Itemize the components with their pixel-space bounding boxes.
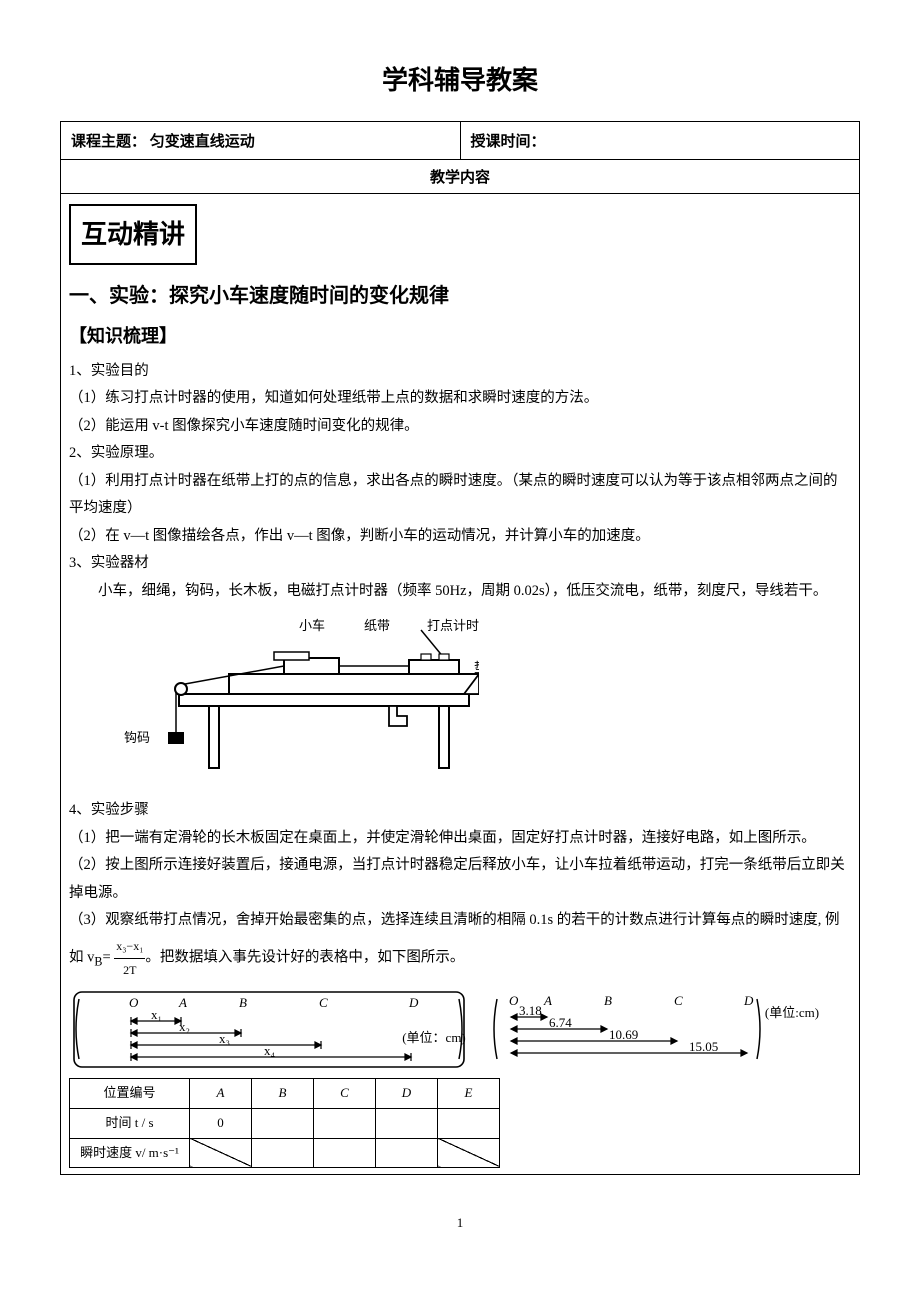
data-table-cell: [376, 1109, 438, 1139]
data-table-rowlabel: 时间 t / s: [70, 1109, 190, 1139]
p4-3: （3）观察纸带打点情况，舍掉开始最密集的点，选择连续且清晰的相隔 0.1s 的若…: [69, 907, 851, 981]
data-table-cell: E: [438, 1079, 500, 1109]
p3-text: 小车，细绳，钩码，长木板，电磁打点计时器（频率 50Hz，周期 0.02s），低…: [69, 578, 851, 606]
p3-label: 3、实验器材: [69, 550, 851, 578]
car-label: 小车: [299, 618, 325, 633]
knowledge-subtitle: 【知识梳理】: [69, 319, 851, 353]
hanging-weight: [168, 732, 184, 744]
svg-text:A: A: [178, 995, 187, 1010]
p1-label: 1、实验目的: [69, 358, 851, 386]
svg-text:6.74: 6.74: [549, 1015, 572, 1030]
svg-text:C: C: [674, 993, 683, 1008]
timer-label: 打点计时器: [427, 618, 479, 633]
content-cell: 互动精讲 一、实验：探究小车速度随时间的变化规律 【知识梳理】 1、实验目的 （…: [61, 194, 860, 1175]
p4-3d: 。把数据填入事先设计好的表格中，如下图所示。: [145, 949, 464, 965]
frac-den: 2T: [114, 959, 145, 982]
header-row: 课程主题： 匀变速直线运动 授课时间：: [61, 122, 860, 160]
fraction: x₃−x₁2T: [114, 935, 145, 982]
svg-text:O: O: [129, 995, 139, 1010]
svg-text:(单位：cm): (单位：cm): [402, 1030, 466, 1045]
table-leg-right: [439, 706, 449, 768]
svg-text:x₁: x₁: [151, 1007, 162, 1022]
pulley: [175, 683, 187, 695]
data-table-cell: [314, 1138, 376, 1168]
svg-text:10.69: 10.69: [609, 1027, 638, 1042]
apparatus-diagram: 小车 纸带 打点计时器 垫块: [69, 614, 851, 790]
svg-text:D: D: [408, 995, 419, 1010]
p4-1: （1）把一端有定滑轮的长木板固定在桌面上，并使定滑轮伸出桌面，固定好打点计时器，…: [69, 825, 851, 853]
svg-text:(单位:cm): (单位:cm): [765, 1005, 819, 1020]
p2-label: 2、实验原理。: [69, 440, 851, 468]
tape-label: 纸带: [364, 618, 390, 633]
data-table-cell: [252, 1109, 314, 1139]
header-left: 课程主题： 匀变速直线运动: [61, 122, 461, 160]
data-table-cell: [190, 1138, 252, 1168]
data-table-cell: 0: [190, 1109, 252, 1139]
svg-text:B: B: [604, 993, 612, 1008]
svg-text:x₂: x₂: [179, 1019, 190, 1034]
p1-2: （2）能运用 v-t 图像探究小车速度随时间变化的规律。: [69, 413, 851, 441]
svg-text:15.05: 15.05: [689, 1039, 718, 1054]
tape-diagrams-row: O A B C D x₁: [69, 987, 851, 1072]
p2-1: （1）利用打点计时器在纸带上打的点的信息，求出各点的瞬时速度。（某点的瞬时速度可…: [69, 468, 851, 523]
long-board: [229, 674, 479, 694]
tape-diagram-right: O A B C D 3.18 6.74 10.69 15.05 (单位:: [489, 987, 819, 1072]
svg-text:O: O: [509, 993, 519, 1008]
data-table-cell: C: [314, 1079, 376, 1109]
section-bar: 教学内容: [61, 160, 860, 194]
table-top: [179, 694, 469, 706]
data-table-cell: [438, 1109, 500, 1139]
data-table-row: 瞬时速度 v/ m·s⁻¹: [70, 1138, 500, 1168]
data-table-row: 时间 t / s0: [70, 1109, 500, 1139]
svg-text:x₃: x₃: [219, 1031, 230, 1046]
table-leg-left: [209, 706, 219, 768]
section-bar-row: 教学内容: [61, 160, 860, 194]
svg-text:D: D: [743, 993, 754, 1008]
lesson-table: 课程主题： 匀变速直线运动 授课时间： 教学内容 互动精讲 一、实验：探究小车速…: [60, 121, 860, 1175]
p4-label: 4、实验步骤: [69, 797, 851, 825]
header-right: 授课时间：: [460, 122, 860, 160]
weight-label: 钩码: [124, 730, 150, 745]
content-row: 互动精讲 一、实验：探究小车速度随时间的变化规律 【知识梳理】 1、实验目的 （…: [61, 194, 860, 1175]
p1-1: （1）练习打点计时器的使用，知道如何处理纸带上点的数据和求瞬时速度的方法。: [69, 385, 851, 413]
svg-text:B: B: [239, 995, 247, 1010]
data-table-cell: [314, 1109, 376, 1139]
timer-box: [409, 660, 459, 674]
p4-3c: =: [102, 949, 114, 965]
data-table-cell: [438, 1138, 500, 1168]
block-label: 垫块: [474, 660, 479, 675]
data-table-cell: D: [376, 1079, 438, 1109]
data-table-cell: A: [190, 1079, 252, 1109]
frac-num: x₃−x₁: [114, 935, 145, 959]
data-table-row: 位置编号ABCDE: [70, 1079, 500, 1109]
section-title: 一、实验：探究小车速度随时间的变化规律: [69, 277, 851, 315]
data-table-cell: [252, 1138, 314, 1168]
svg-text:A: A: [543, 993, 552, 1008]
svg-text:x₄: x₄: [264, 1043, 276, 1058]
boxed-heading: 互动精讲: [69, 204, 197, 265]
document-title: 学科辅导教案: [60, 60, 860, 97]
data-table: 位置编号ABCDE时间 t / s0瞬时速度 v/ m·s⁻¹: [69, 1078, 500, 1168]
course-topic-value: 匀变速直线运动: [150, 134, 255, 150]
data-table-rowlabel: 位置编号: [70, 1079, 190, 1109]
lesson-time-label: 授课时间：: [471, 134, 546, 150]
p2-2: （2）在 v—t 图像描绘各点，作出 v—t 图像，判断小车的运动情况，并计算小…: [69, 523, 851, 551]
tape-diagram-left: O A B C D x₁: [69, 987, 469, 1072]
svg-text:C: C: [319, 995, 328, 1010]
course-topic-label: 课程主题：: [71, 134, 146, 150]
p4-2: （2）按上图所示连接好装置后，接通电源，当打点计时器稳定后释放小车，让小车拉着纸…: [69, 852, 851, 907]
clamp: [389, 706, 407, 726]
data-table-cell: [376, 1138, 438, 1168]
data-table-rowlabel: 瞬时速度 v/ m·s⁻¹: [70, 1138, 190, 1168]
data-table-cell: B: [252, 1079, 314, 1109]
svg-text:3.18: 3.18: [519, 1003, 542, 1018]
car-top: [274, 652, 309, 660]
page-number: 1: [60, 1215, 860, 1231]
